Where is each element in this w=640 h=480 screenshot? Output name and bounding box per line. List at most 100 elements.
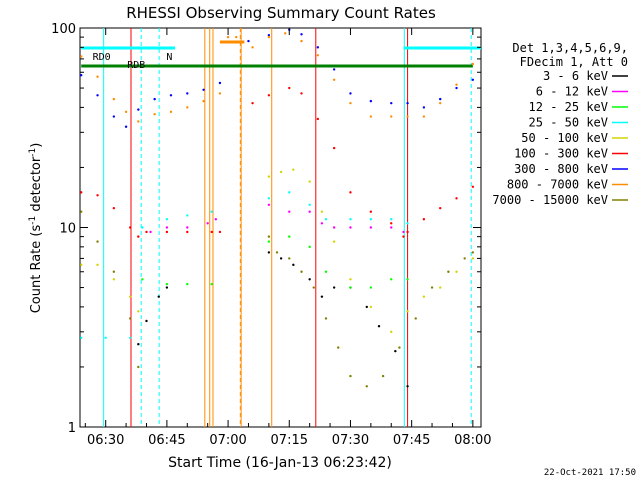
- data-point-5-7: [186, 230, 189, 234]
- data-point-7-13: [267, 35, 271, 39]
- data-point-5-11: [267, 94, 271, 97]
- data-point-3-3: [141, 226, 144, 229]
- data-point-7-8: [202, 99, 205, 103]
- data-point-6-0: [80, 73, 83, 77]
- data-point-6-9: [218, 81, 222, 85]
- data-point-5-2: [112, 206, 116, 210]
- data-point-0-6: [292, 263, 295, 267]
- data-point-8-7: [288, 257, 291, 260]
- data-point-5-0: [80, 191, 83, 194]
- data-point-4-4: [137, 310, 140, 313]
- data-point-6-20: [422, 106, 426, 109]
- data-point-5-20: [406, 230, 409, 234]
- series-8: [80, 210, 475, 388]
- data-point-4-7: [292, 168, 295, 171]
- data-point-7-2: [112, 97, 116, 101]
- legend-label-4: 50 - 100 keV: [521, 131, 608, 145]
- data-point-2-1: [165, 282, 169, 286]
- data-point-4-15: [422, 295, 426, 298]
- data-point-6-10: [247, 39, 250, 43]
- data-point-4-9: [320, 210, 324, 213]
- y-tick-label-1: 10: [59, 222, 76, 237]
- series-5: [80, 86, 475, 238]
- data-point-4-11: [349, 278, 352, 281]
- series-4: [80, 168, 475, 334]
- data-point-4-5: [267, 175, 271, 178]
- data-point-0-11: [365, 305, 368, 309]
- data-point-4-10: [332, 240, 336, 243]
- data-point-1-9: [332, 226, 336, 229]
- plot-frame: [79, 27, 482, 428]
- x-tick-label-3: 07:15: [271, 433, 308, 448]
- x-tick-label-4: 07:30: [332, 433, 369, 448]
- x-axis-label: Start Time (16-Jan-13 06:23:42): [168, 455, 392, 471]
- data-point-0-5: [279, 257, 283, 260]
- data-point-8-14: [381, 374, 385, 378]
- data-point-1-1: [165, 226, 169, 229]
- data-point-2-3: [210, 282, 213, 286]
- legend-header-1: Det 1,3,4,5,6,9,: [512, 41, 628, 55]
- y-axis-label: Count Rate (s-1 detector-1): [28, 143, 44, 314]
- data-point-6-19: [406, 101, 409, 105]
- data-point-8-5: [267, 235, 271, 238]
- series-3: [80, 191, 409, 339]
- data-point-4-17: [455, 270, 458, 273]
- data-point-1-10: [349, 226, 352, 229]
- data-point-8-18: [447, 270, 450, 273]
- plot-marks: RD0 RDB N: [80, 28, 481, 427]
- data-point-5-15: [332, 146, 336, 150]
- data-point-5-13: [300, 92, 303, 95]
- legend-label-1: 6 - 12 keV: [536, 85, 608, 99]
- data-point-3-11: [349, 218, 352, 221]
- legend-label-2: 12 - 25 keV: [529, 100, 608, 114]
- axes: 06:30 06:45 07:00 07:15 07:30 07:45 08:00 1 10 10…: [51, 22, 491, 448]
- data-point-2-9: [369, 286, 373, 289]
- data-point-8-19: [463, 257, 466, 260]
- data-point-8-20: [471, 251, 475, 254]
- data-point-8-1: [96, 240, 99, 243]
- data-point-0-9: [332, 286, 336, 289]
- data-point-7-0: [80, 55, 83, 58]
- data-point-5-17: [369, 210, 373, 213]
- data-point-7-24: [455, 83, 458, 86]
- data-point-8-9: [312, 286, 315, 289]
- data-point-6-22: [455, 86, 458, 90]
- data-point-0-1: [145, 319, 148, 323]
- data-point-1-0: [149, 230, 152, 234]
- data-point-8-16: [414, 317, 417, 320]
- data-point-0-3: [165, 286, 169, 289]
- data-point-1-6: [288, 210, 291, 213]
- data-point-8-13: [365, 385, 368, 388]
- y-label-mid: detector: [29, 156, 44, 216]
- data-point-7-11: [235, 35, 238, 39]
- data-point-5-10: [251, 101, 254, 105]
- data-point-7-21: [406, 115, 409, 118]
- data-point-6-11: [267, 34, 271, 37]
- data-point-1-5: [267, 203, 271, 206]
- data-point-0-14: [406, 385, 409, 388]
- data-point-6-8: [202, 88, 205, 92]
- data-point-5-23: [455, 197, 458, 200]
- data-point-7-7: [186, 106, 189, 109]
- x-tick-label-0: 06:30: [87, 433, 124, 448]
- data-point-6-4: [137, 108, 140, 111]
- data-point-7-6: [169, 110, 173, 114]
- data-point-2-8: [349, 286, 352, 289]
- data-point-6-23: [471, 78, 475, 81]
- data-point-5-16: [349, 191, 352, 194]
- data-point-3-14: [406, 222, 409, 225]
- y-label-exp-2: -1: [28, 148, 38, 157]
- data-point-5-4: [137, 235, 140, 238]
- data-point-7-4: [137, 120, 140, 123]
- data-point-7-15: [300, 39, 303, 43]
- data-point-5-6: [165, 230, 169, 234]
- data-point-4-12: [369, 305, 373, 309]
- data-point-7-5: [153, 112, 156, 116]
- data-point-7-18: [349, 101, 352, 105]
- legend-label-3: 25 - 50 keV: [529, 116, 608, 130]
- data-point-6-15: [332, 68, 336, 71]
- data-point-6-2: [112, 115, 116, 118]
- data-point-2-11: [406, 278, 409, 281]
- data-point-6-21: [439, 97, 442, 101]
- data-point-5-22: [439, 206, 442, 210]
